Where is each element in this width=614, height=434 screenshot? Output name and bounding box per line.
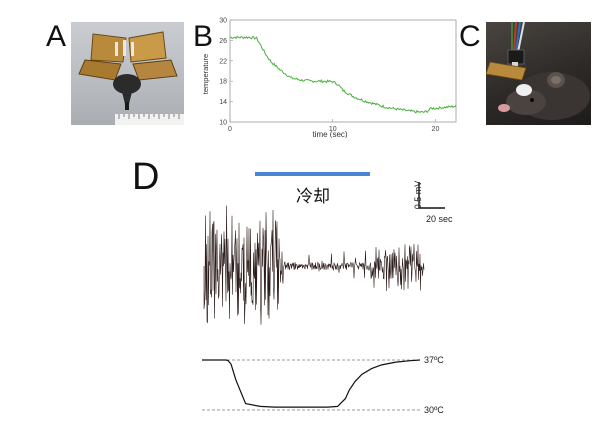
mouse-drawing bbox=[486, 22, 590, 120]
voltage-trace bbox=[203, 205, 425, 325]
chart-axes bbox=[229, 19, 457, 123]
y-tick-label: 30 bbox=[219, 18, 227, 25]
scale-bar-time-label: 20 sec bbox=[426, 214, 453, 224]
temperature-series-line bbox=[202, 359, 421, 408]
x-tick-label: 0 bbox=[228, 126, 232, 133]
y-tick-label: 22 bbox=[219, 58, 227, 65]
temperature-label-37: 37ºC bbox=[424, 355, 444, 365]
cooling-annotation: 冷却 bbox=[296, 187, 330, 206]
cooling-device-photo bbox=[71, 22, 184, 125]
scale-bar-voltage-label: 0.5 mV bbox=[413, 181, 423, 210]
panel-letter-b: B bbox=[193, 20, 214, 53]
plot-frame bbox=[229, 19, 457, 123]
panel-letter-d: D bbox=[132, 156, 160, 198]
y-axis-label: temperature bbox=[201, 54, 210, 94]
mouse-with-device-photo bbox=[486, 22, 591, 125]
temperature-trace-chart: 37ºC 30ºC bbox=[202, 355, 444, 415]
y-tick-label: 18 bbox=[219, 79, 227, 86]
y-tick-label: 10 bbox=[219, 120, 227, 127]
x-tick-label: 20 bbox=[432, 126, 440, 133]
panel-letter-a: A bbox=[46, 20, 67, 53]
cooling-device-drawing bbox=[78, 31, 184, 125]
temperature-label-30: 30ºC bbox=[424, 405, 444, 415]
field-potential-recording: 冷却 0.5 mV 20 sec bbox=[203, 172, 453, 325]
panel-letter-c: C bbox=[459, 20, 481, 53]
y-tick-label: 14 bbox=[219, 99, 227, 106]
x-tick-label: 10 bbox=[329, 126, 337, 133]
y-tick-label: 26 bbox=[219, 38, 227, 45]
temperature-series-line bbox=[229, 35, 457, 114]
x-axis-label: time (sec) bbox=[312, 130, 347, 138]
